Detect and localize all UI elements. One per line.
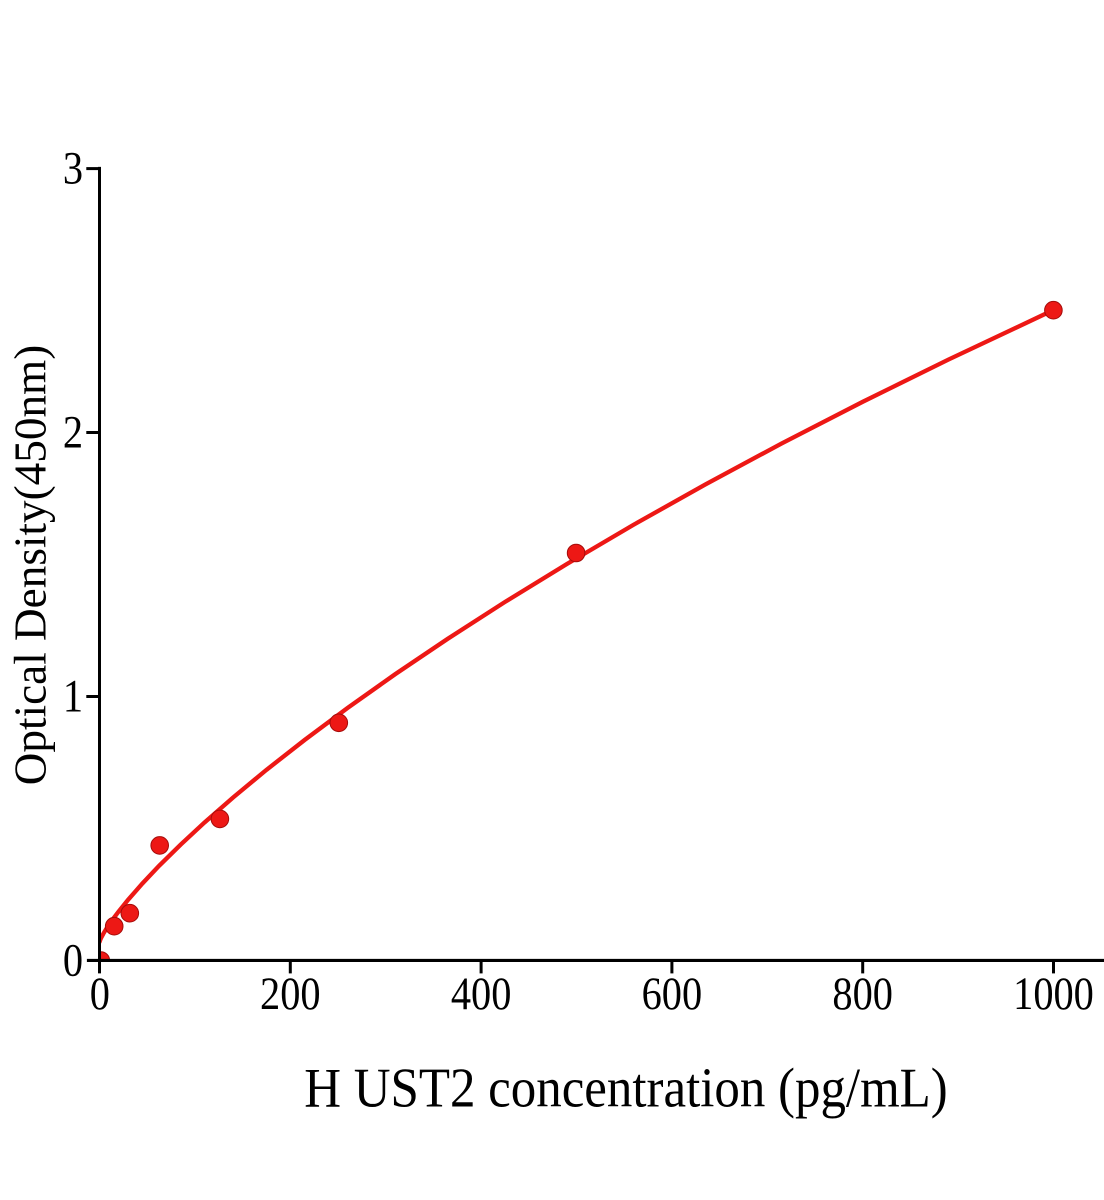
- svg-text:800: 800: [832, 968, 893, 1019]
- svg-text:600: 600: [642, 968, 703, 1019]
- svg-text:400: 400: [451, 968, 512, 1019]
- svg-text:2: 2: [63, 407, 83, 458]
- svg-text:0: 0: [63, 935, 83, 986]
- svg-text:200: 200: [260, 968, 321, 1019]
- svg-text:H UST2 concentration (pg/mL): H UST2 concentration (pg/mL): [304, 1056, 947, 1119]
- svg-text:0: 0: [90, 968, 110, 1019]
- svg-text:3: 3: [63, 143, 83, 194]
- svg-text:1: 1: [63, 671, 83, 722]
- svg-text:1000: 1000: [1013, 968, 1094, 1019]
- svg-text:Optical Density(450nm): Optical Density(450nm): [5, 345, 55, 786]
